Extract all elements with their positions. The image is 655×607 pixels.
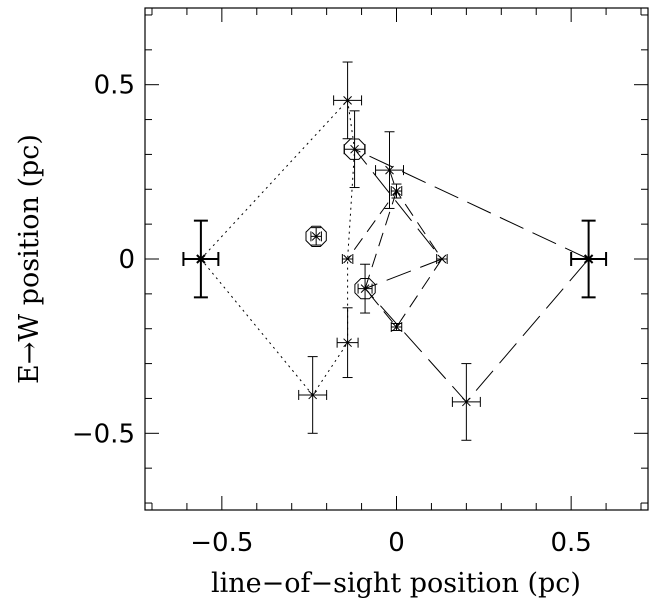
data-point: [333, 61, 363, 140]
data-point: [298, 356, 328, 434]
tick-labels: −0.5 0 0.5 −0.5 0 0.5: [72, 71, 592, 558]
medium-dash-path: [347, 169, 443, 328]
cross-marker: [343, 254, 352, 264]
cross-marker: [311, 231, 321, 241]
cross-marker: [462, 397, 471, 407]
data-point: [343, 110, 366, 189]
x-axis-title: line−of−sight position (pc): [211, 568, 581, 599]
data-point: [375, 131, 404, 209]
axis-ticks: [145, 8, 648, 510]
cross-marker: [308, 390, 318, 400]
data-point: [570, 219, 608, 299]
data-point: [336, 307, 359, 379]
y-axis-title: E→W position (pc): [14, 134, 45, 384]
y-tick-label: 0.5: [94, 71, 135, 101]
cross-marker: [343, 96, 352, 105]
long-dash-path: [354, 148, 589, 403]
x-tick-label: 0.5: [550, 528, 591, 558]
data-point: [182, 219, 220, 299]
circle-marker: [343, 138, 366, 160]
data-point: [390, 183, 403, 199]
circle-marker: [305, 225, 327, 247]
cross-marker: [385, 165, 394, 175]
cross-marker: [437, 254, 447, 264]
cross-marker: [196, 254, 206, 264]
data-point: [354, 263, 376, 314]
x-tick-label: −0.5: [190, 528, 253, 558]
data-point: [390, 321, 403, 332]
x-tick-label: 0: [388, 528, 405, 558]
cross-marker: [350, 144, 359, 154]
cross-marker: [360, 284, 370, 293]
y-tick-label: 0: [118, 245, 135, 275]
cross-marker: [583, 254, 594, 264]
data-point: [341, 254, 354, 264]
circle-marker: [354, 278, 376, 300]
data-point: [436, 254, 448, 264]
data-point: [305, 225, 327, 247]
connector-paths: [200, 99, 589, 403]
cross-marker: [343, 338, 352, 348]
data-point: [451, 363, 481, 441]
y-tick-label: −0.5: [72, 419, 135, 449]
dotted-path: [200, 99, 356, 396]
data-points: [182, 61, 608, 441]
cross-marker: [392, 186, 401, 196]
cross-marker: [392, 322, 401, 332]
